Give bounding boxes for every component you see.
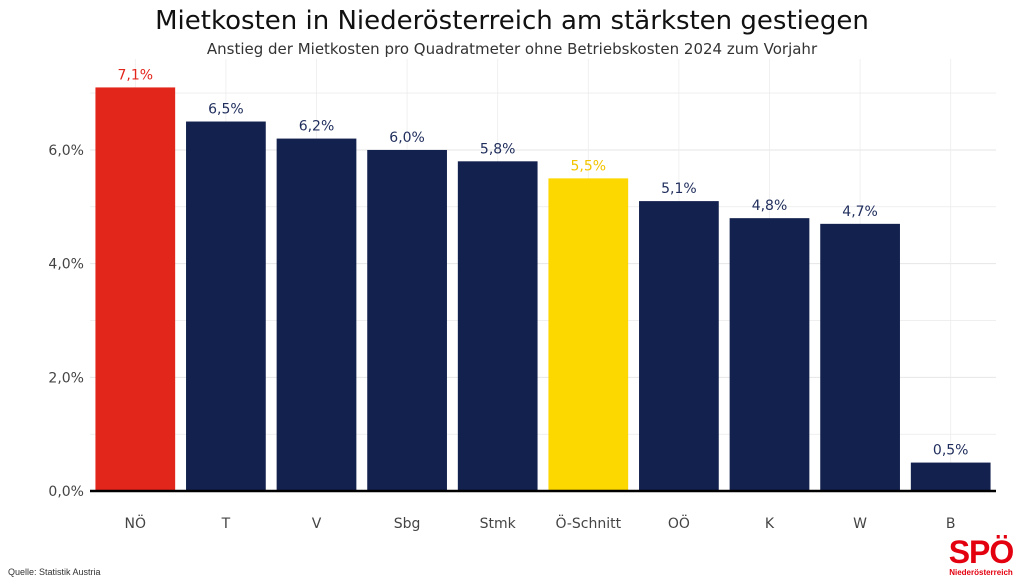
x-tick-label: B: [946, 516, 956, 532]
x-tick-label: Stmk: [480, 516, 517, 532]
bar-2: [276, 138, 357, 491]
bar-9: [910, 462, 991, 491]
chart-subtitle: Anstieg der Mietkosten pro Quadratmeter …: [206, 40, 818, 58]
data-label: 6,5%: [208, 102, 244, 118]
bar-6: [639, 201, 719, 491]
data-label: 5,5%: [571, 158, 607, 174]
x-tick-label: Ö-Schnitt: [555, 514, 621, 532]
x-tick-label: Sbg: [394, 516, 421, 532]
x-tick-label: K: [765, 516, 775, 532]
logo-wordmark: SPÖ: [948, 534, 1015, 570]
bar-1: [186, 121, 266, 492]
y-tick-label: 6,0%: [48, 143, 84, 159]
data-label: 6,0%: [389, 130, 425, 146]
data-label: 7,1%: [118, 67, 154, 83]
data-label: 5,8%: [480, 141, 516, 157]
bar-8: [820, 223, 900, 491]
bar-3: [367, 149, 447, 491]
x-tick-label: V: [312, 516, 322, 532]
data-label: 6,2%: [299, 119, 335, 135]
bar-5: [548, 178, 629, 492]
y-tick-label: 0,0%: [48, 484, 84, 500]
source-note: Quelle: Statistik Austria: [8, 567, 101, 577]
data-label: 4,8%: [752, 198, 788, 214]
data-label: 0,5%: [933, 443, 969, 459]
bar-0: [95, 87, 176, 491]
data-label: 5,1%: [661, 181, 697, 197]
chart-title: Mietkosten in Niederösterreich am stärks…: [155, 6, 869, 36]
x-tick-label: T: [221, 516, 231, 532]
bar-7: [729, 218, 810, 491]
x-tick-label: NÖ: [125, 514, 147, 532]
x-tick-label: W: [853, 516, 867, 532]
logo-subline: Niederösterreich: [949, 568, 1013, 577]
spoe-logo: SPÖ Niederösterreich: [943, 536, 1019, 578]
y-tick-label: 4,0%: [48, 257, 84, 273]
bar-4: [457, 161, 538, 491]
data-label: 4,7%: [842, 204, 878, 220]
y-tick-label: 2,0%: [48, 370, 84, 386]
x-tick-label: OÖ: [668, 514, 690, 532]
